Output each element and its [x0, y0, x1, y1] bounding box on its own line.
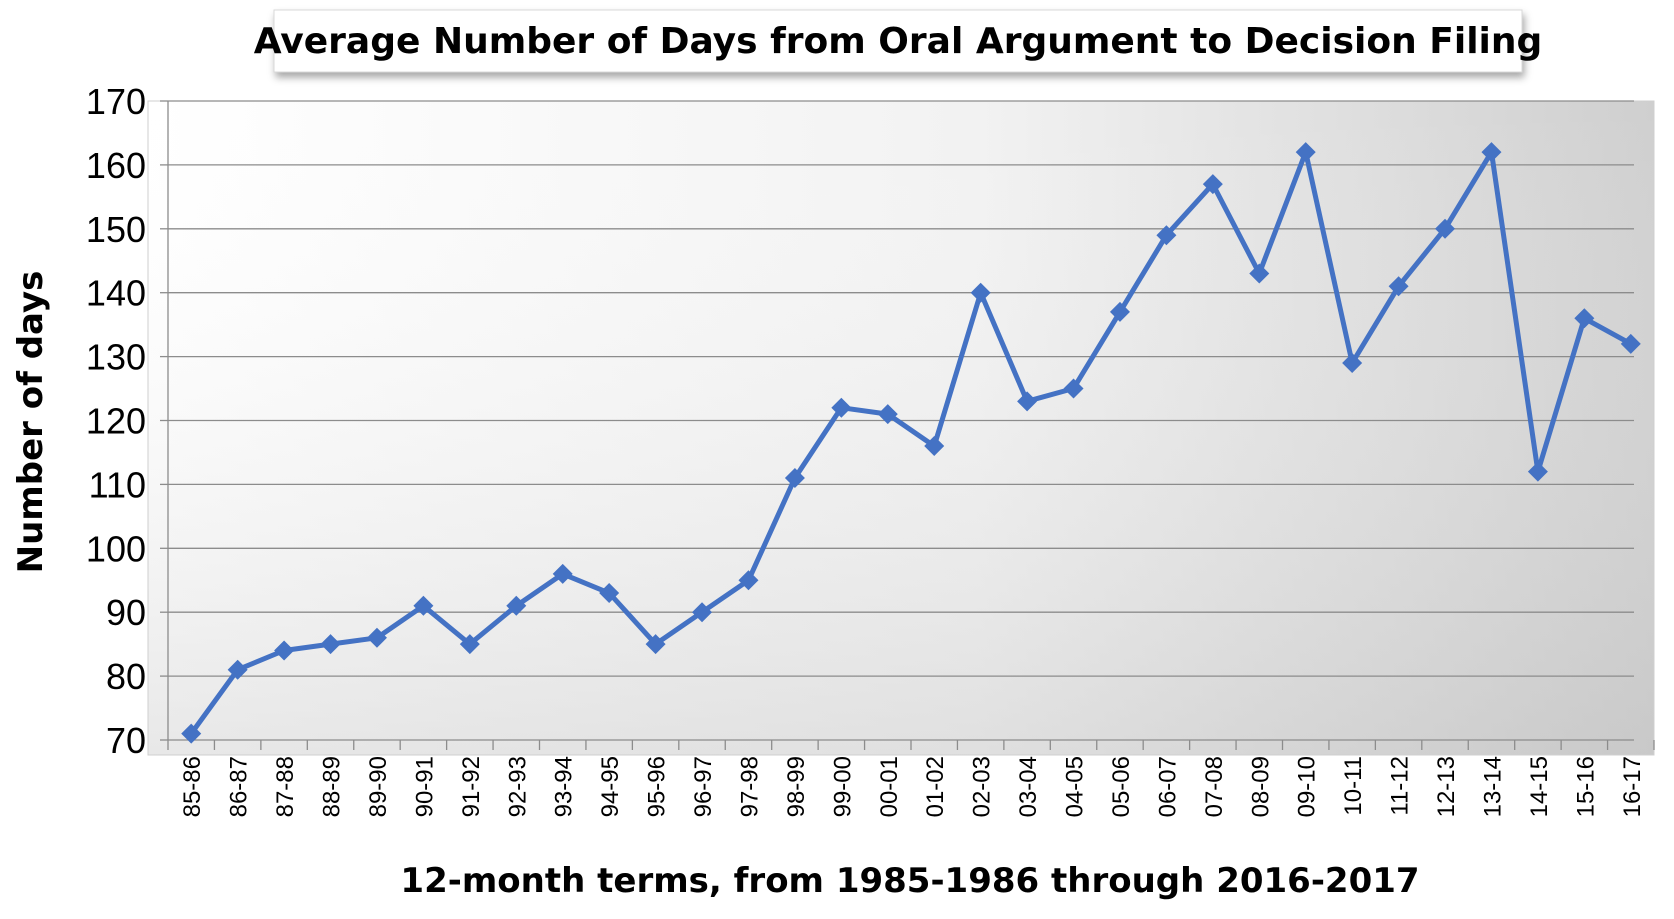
grid-layer: [168, 100, 1634, 677]
data-point: [1202, 174, 1223, 195]
x-tick-label: 96-97: [690, 756, 717, 817]
x-tick-label: 97-98: [736, 756, 763, 817]
data-point: [1017, 391, 1038, 412]
x-tick-label: 16-17: [1619, 756, 1646, 817]
x-tick-label: 86-87: [226, 756, 253, 817]
data-point: [645, 634, 666, 655]
y-tick-label: 130: [86, 337, 146, 378]
x-tick-label: 11-12: [1387, 756, 1414, 816]
data-point: [1249, 263, 1270, 284]
data-point: [877, 404, 898, 425]
x-tick-label: 90-91: [411, 756, 438, 817]
title-frame: [273, 9, 1523, 73]
x-tick-label: 95-96: [644, 756, 671, 817]
data-point: [692, 602, 713, 623]
y-axis-label: Number of days: [11, 271, 51, 574]
series-layer: [181, 142, 1641, 744]
y-tick-labels: 70 80 90 100 110 120 130 140 150 160 170: [86, 81, 146, 761]
data-point: [924, 436, 945, 457]
plot-area: [147, 100, 1655, 756]
data-point: [1063, 378, 1084, 399]
x-tick-label: 92-93: [504, 756, 531, 817]
data-point: [1574, 308, 1595, 329]
x-tick-label: 05-06: [1108, 756, 1135, 817]
x-tick-label: 88-89: [319, 756, 346, 817]
y-tick-label: 150: [86, 209, 146, 250]
chart-title-box: [273, 9, 1523, 73]
data-point: [1388, 276, 1409, 297]
y-tick-label: 90: [106, 592, 146, 633]
y-tick-label: 80: [106, 656, 146, 697]
data-point: [1109, 301, 1130, 322]
x-tick-label: 15-16: [1572, 756, 1599, 817]
y-tick-label: 110: [89, 464, 146, 505]
y-tick-label: 160: [86, 145, 146, 186]
x-tick-label: 03-04: [1015, 756, 1042, 817]
x-tick-label: 14-15: [1526, 756, 1553, 817]
data-point: [599, 583, 620, 604]
x-tick-label: 87-88: [272, 756, 299, 817]
data-point: [227, 659, 248, 680]
data-point: [831, 397, 852, 418]
data-point: [1527, 461, 1548, 482]
y-tick-label: 140: [86, 273, 146, 314]
x-tick-label: 98-99: [783, 756, 810, 817]
x-tick-label: 08-09: [1247, 756, 1274, 817]
data-point: [738, 570, 759, 591]
x-tick-label: 91-92: [458, 756, 485, 817]
x-tick-label: 12-13: [1433, 756, 1460, 817]
data-point: [413, 595, 434, 616]
x-tick-label: 01-02: [922, 756, 949, 817]
data-point: [459, 634, 480, 655]
x-tick-label: 85-86: [179, 756, 206, 817]
x-tick-label: 13-14: [1479, 756, 1506, 817]
data-point: [506, 595, 527, 616]
data-point: [552, 563, 573, 584]
x-tick-label: 04-05: [1062, 756, 1089, 817]
y-tick-label: 170: [86, 81, 146, 122]
data-point: [1620, 333, 1641, 354]
x-tick-label: 99-00: [829, 756, 856, 817]
y-tick-label: 120: [86, 401, 146, 442]
x-axis-label: 12-month terms, from 1985-1986 through 2…: [400, 861, 1419, 901]
data-point: [181, 723, 202, 744]
x-tick-label: 09-10: [1294, 756, 1321, 817]
x-tick-label: 93-94: [551, 756, 578, 817]
data-point: [274, 640, 295, 661]
series-line: [189, 149, 1633, 736]
data-point: [1481, 142, 1502, 163]
data-point: [320, 634, 341, 655]
data-point: [1435, 218, 1456, 239]
x-tick-label: 02-03: [969, 756, 996, 817]
data-point: [1342, 352, 1363, 373]
x-tick-label: 94-95: [597, 756, 624, 817]
y-tick-label: 100: [86, 528, 146, 569]
y-tick-label: 70: [106, 720, 146, 761]
data-point: [366, 627, 387, 648]
data-point: [1295, 142, 1316, 163]
x-tick-label: 89-90: [365, 756, 392, 817]
plot-shading: [148, 101, 1654, 755]
x-tick-label: 07-08: [1201, 756, 1228, 817]
data-point: [1156, 225, 1177, 246]
x-tick-label: 10-11: [1340, 756, 1367, 816]
chart-title: Average Number of Days from Oral Argumen…: [254, 21, 1543, 62]
data-point: [784, 468, 805, 489]
x-tick-label: 06-07: [1154, 756, 1181, 817]
data-point: [970, 282, 991, 303]
x-tick-labels: 85-86 86-87 87-88 88-89 89-90 90-91 91-92 92-93…: [179, 756, 1646, 817]
x-tick-label: 00-01: [876, 756, 903, 817]
axis-layer: [160, 100, 1655, 750]
